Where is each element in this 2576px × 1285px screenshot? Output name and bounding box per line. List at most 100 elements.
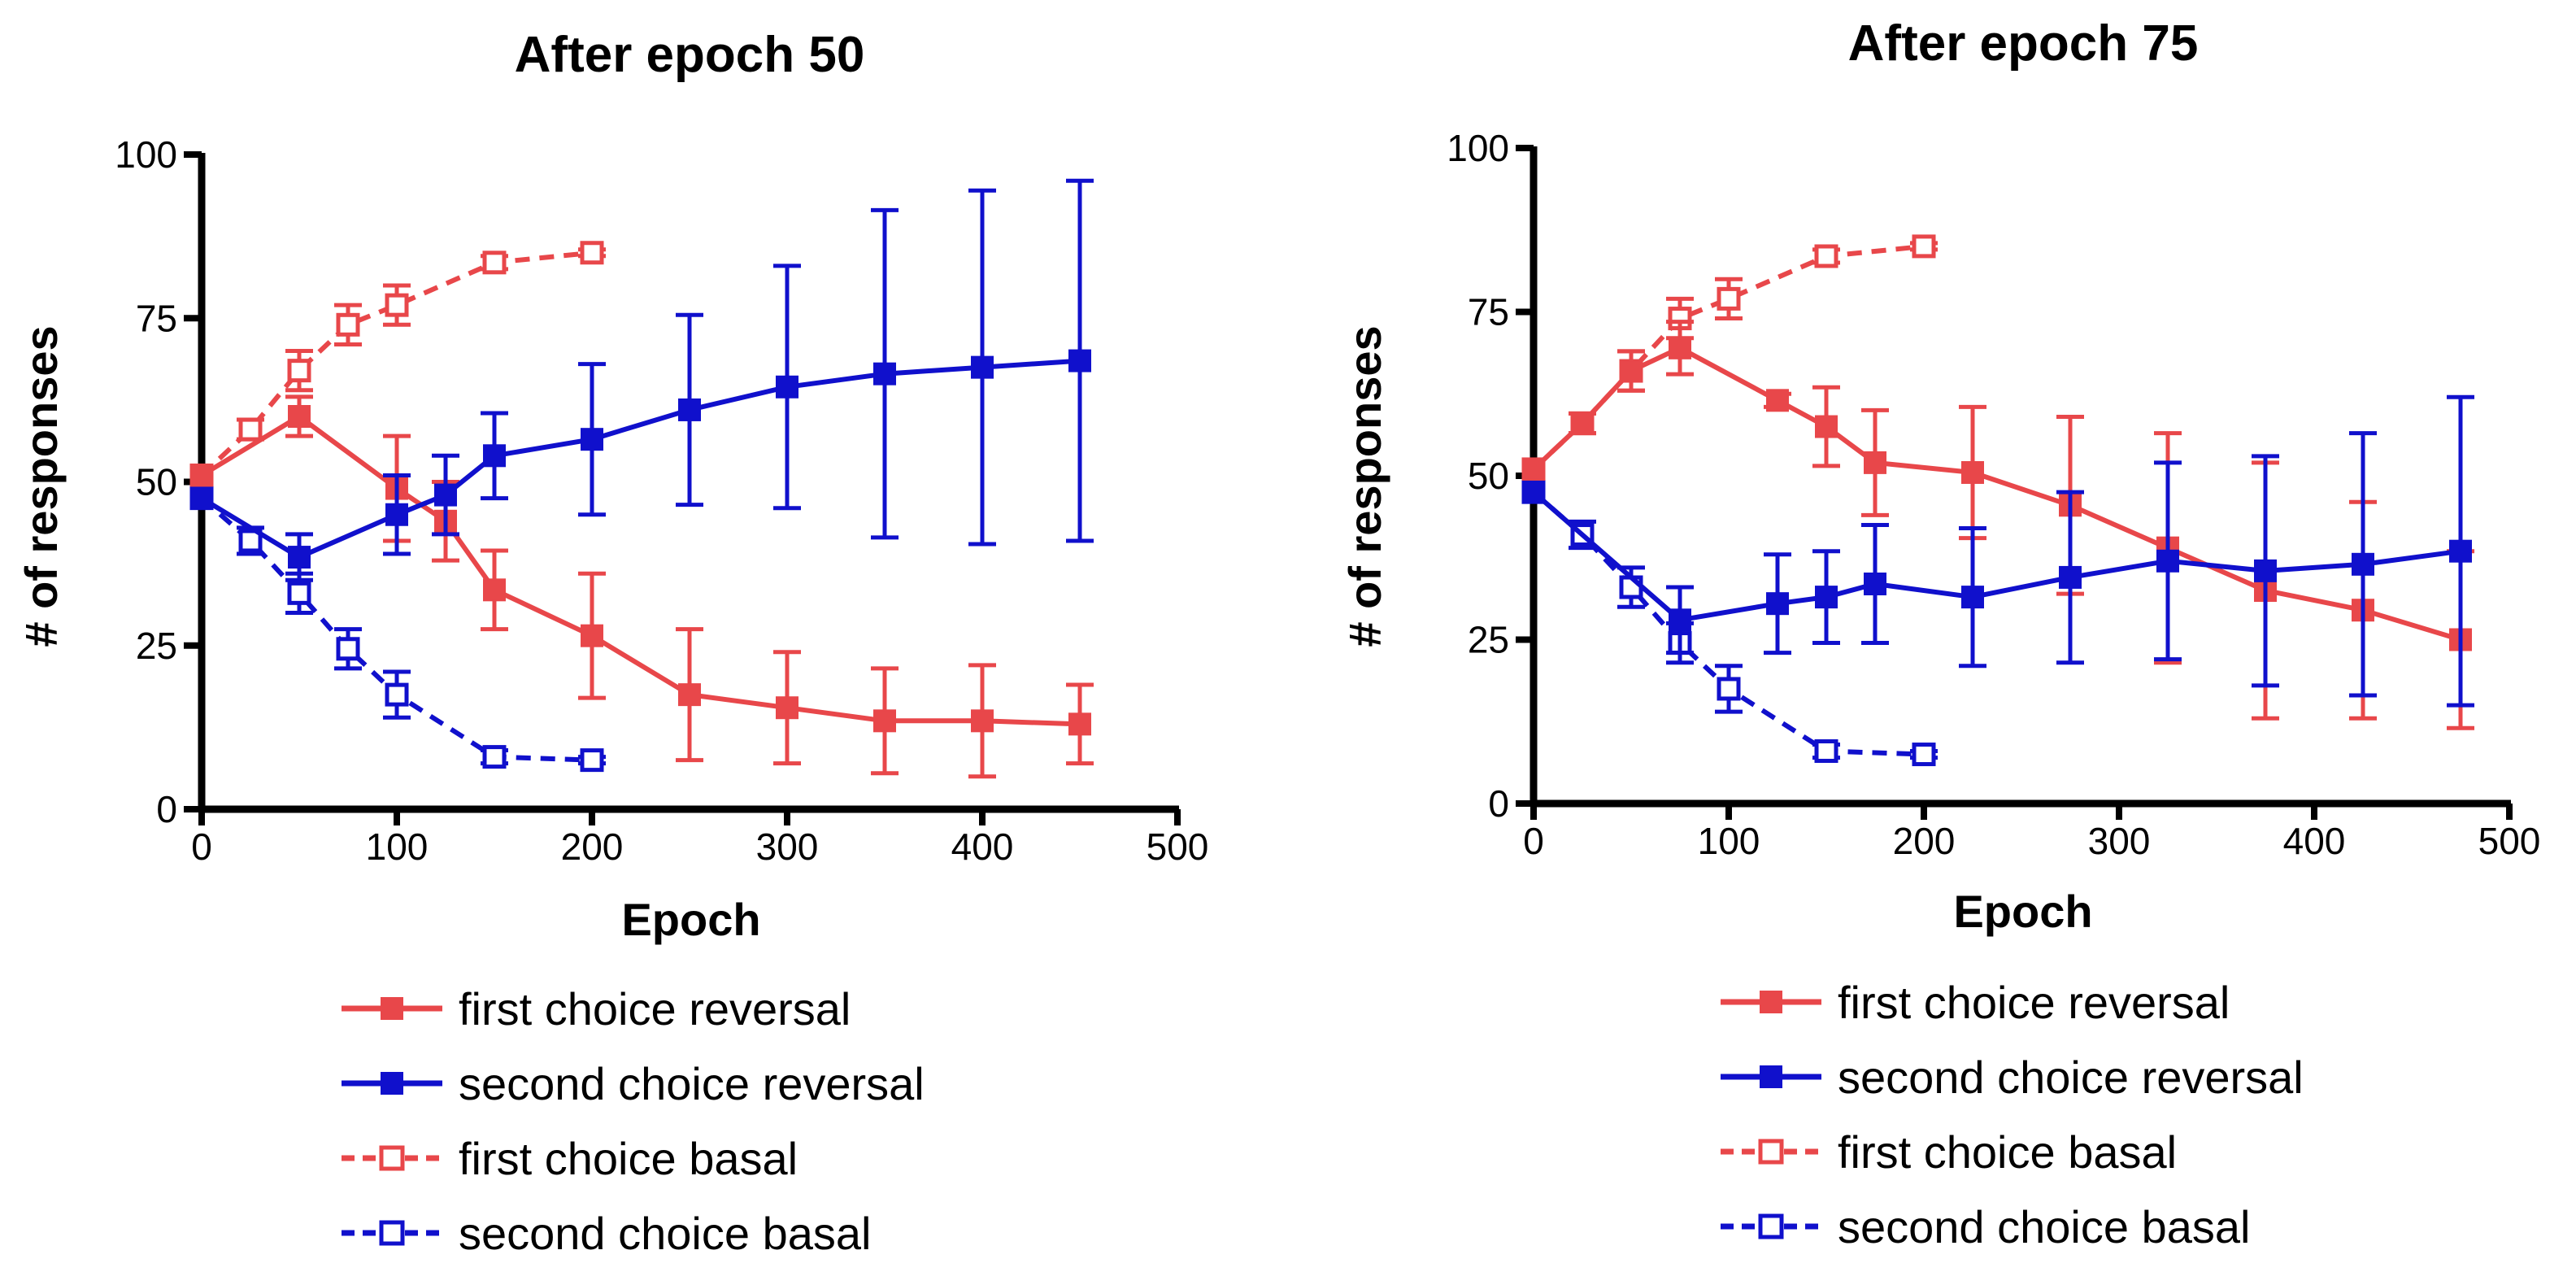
data-point (385, 682, 409, 707)
legend-entry-second-choice-basal[interactable]: second choice basal (342, 1208, 871, 1259)
x-axis-title: Epoch (1953, 886, 2092, 937)
legend-marker (1758, 1139, 1784, 1165)
data-point (434, 483, 457, 507)
data-point (873, 362, 896, 386)
legend-label: first choice basal (1838, 1126, 2177, 1178)
y-tick-label: 100 (115, 133, 177, 176)
legend-swatch (1721, 1065, 1821, 1088)
legend-entry-first-choice-basal[interactable]: first choice basal (342, 1133, 798, 1184)
plot-area (1521, 234, 2474, 767)
x-tick-label: 400 (2283, 820, 2346, 862)
data-point (1766, 592, 1789, 616)
data-point (1669, 336, 1691, 359)
data-point (190, 486, 213, 510)
y-tick-labels: 0 25 50 75 100 (115, 133, 177, 830)
data-point (1766, 389, 1789, 412)
x-tick-labels: 0 100 200 300 400 500 (191, 825, 1208, 868)
legend: first choice reversal second choice reve… (1721, 977, 2304, 1252)
data-point (1961, 586, 1984, 609)
x-tick-label: 200 (1893, 820, 1956, 862)
data-point (482, 250, 507, 275)
x-tick-label: 100 (366, 825, 429, 868)
chart-title: After epoch 50 (515, 27, 865, 83)
x-tick-label: 200 (561, 825, 624, 868)
data-point (580, 748, 604, 773)
legend-swatch (342, 997, 442, 1020)
legend-marker (1760, 991, 1782, 1013)
legend-label: first choice reversal (459, 983, 851, 1035)
x-tick-label: 400 (951, 825, 1014, 868)
x-tick-label: 0 (191, 825, 212, 868)
series-second-choice-reversal (190, 178, 1094, 582)
data-point (971, 709, 994, 733)
y-axis-title: # of responses (15, 325, 67, 647)
data-point (1912, 234, 1936, 259)
legend-entry-second-choice-basal[interactable]: second choice basal (1721, 1201, 2250, 1252)
y-tick-label: 0 (156, 788, 177, 830)
data-point (288, 405, 311, 428)
legend-label: second choice basal (1838, 1201, 2250, 1252)
legend-marker (1758, 1213, 1784, 1239)
legend-marker (381, 1072, 403, 1095)
plot-area (189, 178, 1094, 779)
legend-marker (379, 1145, 405, 1171)
chart-title: After epoch 75 (1848, 15, 2199, 72)
data-point (873, 709, 896, 733)
series-first-choice-reversal (1522, 320, 2474, 730)
data-point (776, 696, 798, 720)
data-point (2156, 549, 2179, 573)
chart-after-epoch-75: After epoch 75 # of responses Epoch 0 25… (1339, 15, 2540, 1252)
data-point (1815, 586, 1838, 609)
data-point (1068, 712, 1091, 736)
legend-marker (1760, 1065, 1782, 1088)
data-point (678, 683, 701, 707)
data-point (238, 417, 263, 442)
data-point (1717, 677, 1741, 701)
x-axis-title: Epoch (621, 894, 760, 945)
y-tick-label: 0 (1488, 782, 1509, 825)
data-point (287, 359, 311, 383)
y-tick-label: 75 (136, 297, 177, 339)
legend-swatch (1721, 991, 1821, 1013)
legend-label: first choice basal (459, 1133, 798, 1184)
y-tick-label: 25 (1468, 619, 1509, 661)
data-point (1717, 286, 1741, 311)
series-line (200, 358, 1081, 560)
data-point (1814, 739, 1838, 764)
data-point (336, 637, 360, 661)
data-point (1571, 412, 1594, 435)
data-point (581, 428, 603, 451)
data-point (776, 375, 798, 399)
legend-entry-first-choice-reversal[interactable]: first choice reversal (342, 983, 851, 1035)
legend-label: second choice reversal (1838, 1052, 2304, 1103)
legend-entry-second-choice-reversal[interactable]: second choice reversal (1721, 1052, 2304, 1103)
x-tick-label: 500 (2478, 820, 2541, 862)
x-tick-label: 100 (1698, 820, 1760, 862)
y-tick-labels: 0 25 50 75 100 (1447, 127, 1509, 825)
legend-swatch (342, 1220, 442, 1246)
legend-entry-first-choice-reversal[interactable]: first choice reversal (1721, 977, 2230, 1028)
data-point (385, 503, 408, 526)
legend: first choice reversal second choice reve… (342, 983, 925, 1259)
data-point (1620, 359, 1643, 383)
legend-marker (381, 997, 403, 1020)
legend-marker (379, 1220, 405, 1246)
series-first-choice-basal (189, 241, 606, 487)
data-point (483, 444, 506, 468)
y-tick-label: 75 (1468, 291, 1509, 333)
data-point (580, 241, 604, 265)
legend-label: second choice basal (459, 1208, 871, 1259)
series-line (200, 414, 1081, 727)
data-point (2254, 559, 2277, 582)
data-point (190, 464, 213, 487)
data-point (1961, 460, 1984, 484)
data-point (678, 398, 701, 421)
legend-swatch (342, 1072, 442, 1095)
legend-label: second choice reversal (459, 1058, 925, 1109)
data-point (2449, 539, 2472, 563)
data-point (971, 355, 994, 379)
legend-entry-first-choice-basal[interactable]: first choice basal (1721, 1126, 2177, 1178)
data-point (288, 546, 311, 569)
legend-swatch (342, 1145, 442, 1171)
legend-entry-second-choice-reversal[interactable]: second choice reversal (342, 1058, 925, 1109)
